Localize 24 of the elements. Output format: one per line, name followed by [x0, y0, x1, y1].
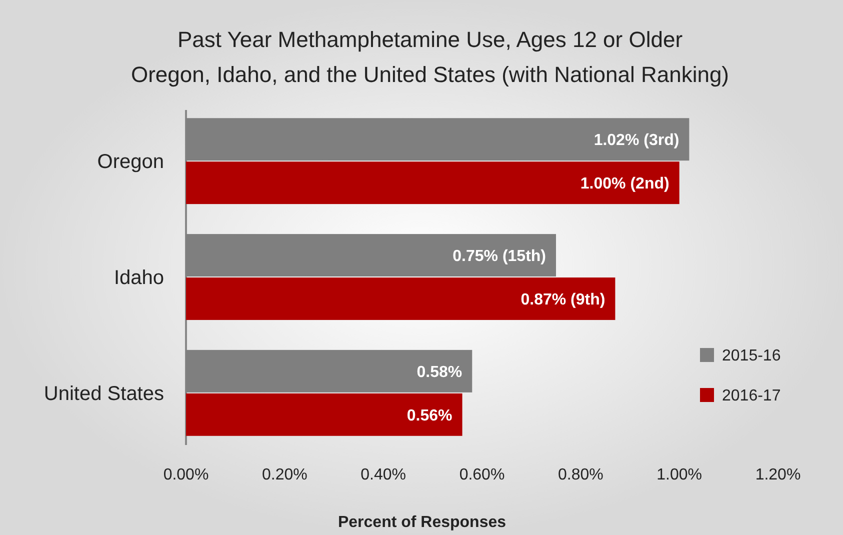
- data-label: 0.58%: [416, 364, 462, 381]
- y-tick-label: Oregon: [97, 150, 164, 173]
- x-tick-label: 0.20%: [262, 466, 308, 484]
- legend-label: 2015-16: [722, 348, 781, 365]
- bar: [186, 393, 462, 436]
- y-tick-label: Idaho: [114, 266, 164, 289]
- bar: [186, 278, 616, 320]
- x-tick-label: 0.40%: [360, 466, 406, 484]
- data-label: 0.75% (15th): [452, 248, 546, 265]
- chart-subtitle: Oregon, Idaho, and the United States (with National Ranking): [130, 62, 730, 87]
- x-tick-label: 1.00%: [656, 466, 702, 484]
- x-tick-label: 0.00%: [163, 466, 209, 484]
- legend-label: 2016-17: [722, 388, 781, 405]
- x-tick-label: 0.60%: [459, 466, 505, 484]
- chart-title: Past Year Methamphetamine Use, Ages 12 or Older: [177, 27, 683, 52]
- x-tick-label: 1.20%: [755, 466, 801, 484]
- x-axis-title: Percent of Responses: [338, 514, 506, 531]
- bar: [186, 162, 680, 204]
- data-label: 0.87% (9th): [520, 291, 606, 308]
- data-label: 1.00% (2nd): [580, 175, 670, 192]
- y-tick-label: United States: [44, 382, 164, 405]
- x-tick-label: 0.80%: [558, 466, 604, 484]
- data-label: 1.02% (3rd): [594, 132, 680, 149]
- data-label: 0.56%: [406, 407, 452, 424]
